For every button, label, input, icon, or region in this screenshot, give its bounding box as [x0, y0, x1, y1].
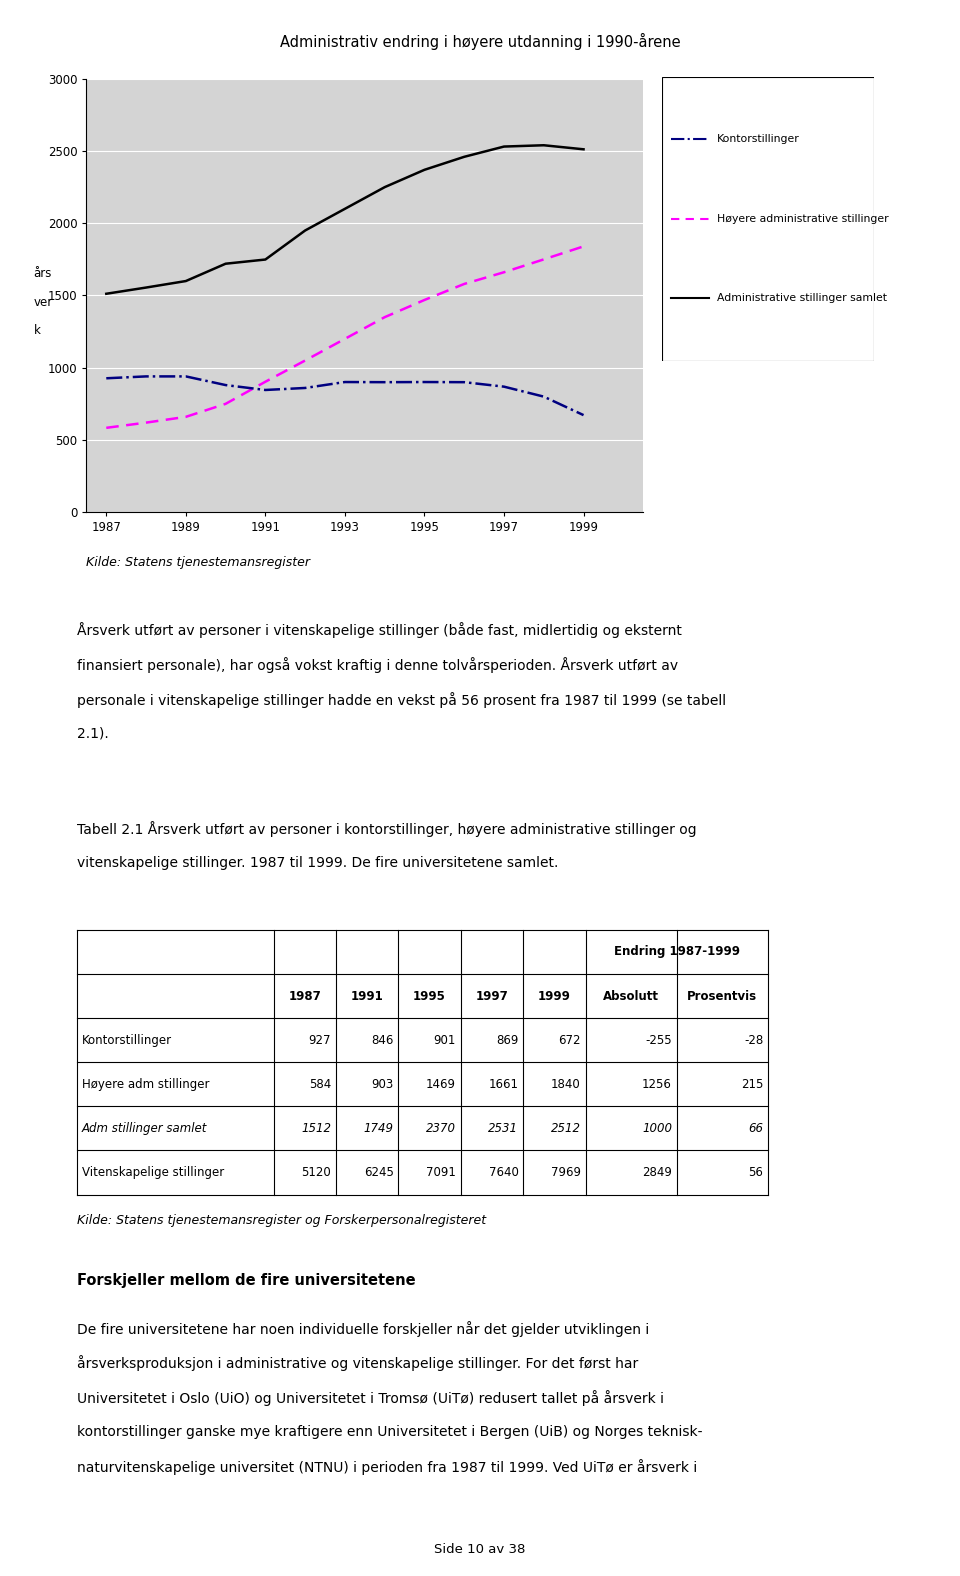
- Text: Årsverk utført av personer i vitenskapelige stillinger (både fast, midlertidig o: Årsverk utført av personer i vitenskapel…: [77, 623, 682, 638]
- Text: 2512: 2512: [551, 1122, 581, 1135]
- Text: 2531: 2531: [489, 1122, 518, 1135]
- Text: 1997: 1997: [475, 990, 509, 1002]
- Text: 903: 903: [372, 1078, 394, 1091]
- Text: Administrative stillinger samlet: Administrative stillinger samlet: [717, 293, 887, 303]
- Text: Kontorstillinger: Kontorstillinger: [717, 134, 800, 145]
- Text: Endring 1987-1999: Endring 1987-1999: [613, 946, 740, 958]
- Text: 1995: 1995: [413, 990, 446, 1002]
- Text: 1000: 1000: [642, 1122, 672, 1135]
- Text: 1840: 1840: [551, 1078, 581, 1091]
- Text: 1991: 1991: [350, 990, 384, 1002]
- Text: 2849: 2849: [642, 1166, 672, 1179]
- Text: k: k: [34, 325, 40, 337]
- Text: Høyere adm stillinger: Høyere adm stillinger: [82, 1078, 209, 1091]
- Text: 7091: 7091: [426, 1166, 456, 1179]
- Text: 869: 869: [496, 1034, 518, 1046]
- Text: 66: 66: [748, 1122, 763, 1135]
- Text: -255: -255: [645, 1034, 672, 1046]
- Text: 6245: 6245: [364, 1166, 394, 1179]
- Text: års: års: [34, 268, 52, 281]
- Text: Kontorstillinger: Kontorstillinger: [82, 1034, 172, 1046]
- Text: Høyere administrative stillinger: Høyere administrative stillinger: [717, 214, 889, 224]
- Text: Prosentvis: Prosentvis: [687, 990, 757, 1002]
- Text: naturvitenskapelige universitet (NTNU) i perioden fra 1987 til 1999. Ved UiTø er: naturvitenskapelige universitet (NTNU) i…: [77, 1459, 697, 1475]
- Text: 1661: 1661: [489, 1078, 518, 1091]
- Text: Universitetet i Oslo (UiO) og Universitetet i Tromsø (UiTø) redusert tallet på å: Universitetet i Oslo (UiO) og Universite…: [77, 1390, 663, 1406]
- Text: 2370: 2370: [426, 1122, 456, 1135]
- Text: Kilde: Statens tjenestemansregister: Kilde: Statens tjenestemansregister: [86, 556, 310, 569]
- Text: Tabell 2.1 Årsverk utført av personer i kontorstillinger, høyere administrative : Tabell 2.1 Årsverk utført av personer i …: [77, 821, 696, 837]
- Text: 5120: 5120: [301, 1166, 331, 1179]
- Text: Absolutt: Absolutt: [603, 990, 660, 1002]
- Text: 927: 927: [309, 1034, 331, 1046]
- Text: 7969: 7969: [551, 1166, 581, 1179]
- Text: 7640: 7640: [489, 1166, 518, 1179]
- Text: 1512: 1512: [301, 1122, 331, 1135]
- Text: 1999: 1999: [538, 990, 571, 1002]
- Text: 2.1).: 2.1).: [77, 727, 108, 741]
- Text: 1469: 1469: [426, 1078, 456, 1091]
- Text: årsverksproduksjon i administrative og vitenskapelige stillinger. For det først : årsverksproduksjon i administrative og v…: [77, 1355, 638, 1371]
- Text: Forskjeller mellom de fire universitetene: Forskjeller mellom de fire universiteten…: [77, 1273, 416, 1289]
- Text: Administrativ endring i høyere utdanning i 1990-årene: Administrativ endring i høyere utdanning…: [279, 33, 681, 50]
- Text: kontorstillinger ganske mye kraftigere enn Universitetet i Bergen (UiB) og Norge: kontorstillinger ganske mye kraftigere e…: [77, 1425, 703, 1439]
- Text: 56: 56: [749, 1166, 763, 1179]
- Text: De fire universitetene har noen individuelle forskjeller når det gjelder utvikli: De fire universitetene har noen individu…: [77, 1321, 649, 1336]
- Text: Vitenskapelige stillinger: Vitenskapelige stillinger: [82, 1166, 224, 1179]
- Text: personale i vitenskapelige stillinger hadde en vekst på 56 prosent fra 1987 til : personale i vitenskapelige stillinger ha…: [77, 692, 726, 708]
- Text: 672: 672: [559, 1034, 581, 1046]
- Text: -28: -28: [744, 1034, 763, 1046]
- Text: ver: ver: [34, 296, 53, 309]
- Text: 215: 215: [741, 1078, 763, 1091]
- Text: 584: 584: [309, 1078, 331, 1091]
- Text: 1749: 1749: [364, 1122, 394, 1135]
- Text: 1256: 1256: [642, 1078, 672, 1091]
- Text: 846: 846: [372, 1034, 394, 1046]
- Text: vitenskapelige stillinger. 1987 til 1999. De fire universitetene samlet.: vitenskapelige stillinger. 1987 til 1999…: [77, 856, 558, 870]
- Text: Kilde: Statens tjenestemansregister og Forskerpersonalregisteret: Kilde: Statens tjenestemansregister og F…: [77, 1214, 486, 1226]
- Text: 901: 901: [434, 1034, 456, 1046]
- Text: Side 10 av 38: Side 10 av 38: [434, 1543, 526, 1556]
- Text: 1987: 1987: [288, 990, 322, 1002]
- Text: finansiert personale), har også vokst kraftig i denne tolvårsperioden. Årsverk u: finansiert personale), har også vokst kr…: [77, 657, 678, 673]
- Text: Adm stillinger samlet: Adm stillinger samlet: [82, 1122, 207, 1135]
